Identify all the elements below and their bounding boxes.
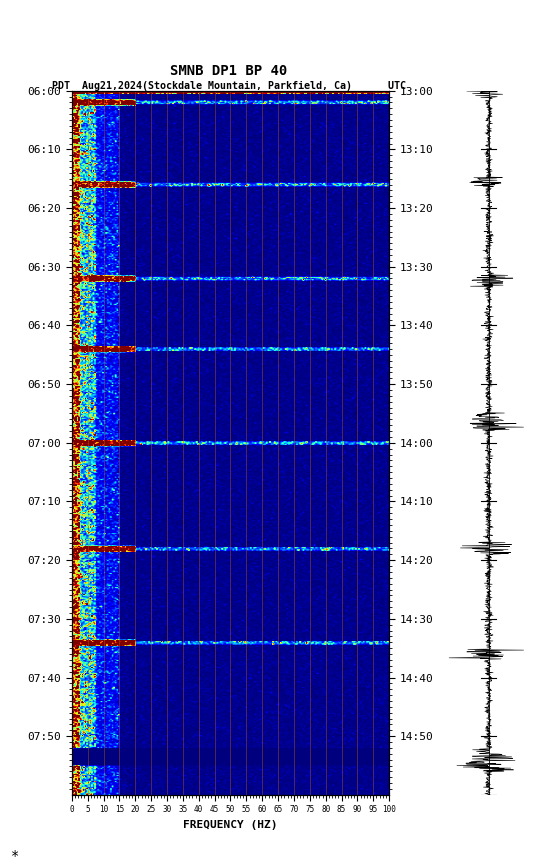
Text: PDT  Aug21,2024(Stockdale Mountain, Parkfield, Ca)      UTC: PDT Aug21,2024(Stockdale Mountain, Parkf… <box>52 80 406 91</box>
Text: SMNB DP1 BP 40: SMNB DP1 BP 40 <box>171 64 288 78</box>
X-axis label: FREQUENCY (HZ): FREQUENCY (HZ) <box>183 820 278 829</box>
Text: *: * <box>11 848 19 862</box>
